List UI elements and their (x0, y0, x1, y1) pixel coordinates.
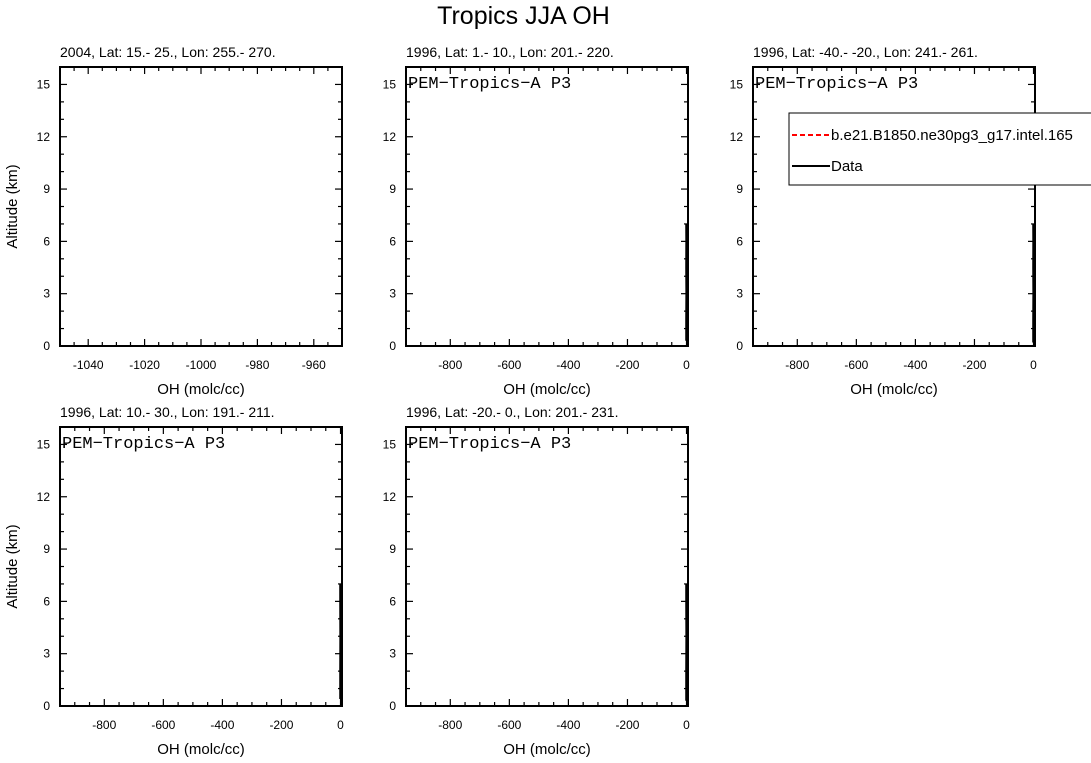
y-tick-label: 15 (37, 77, 51, 91)
y-tick-label: 0 (389, 339, 396, 353)
x-tick-label: -800 (438, 358, 462, 372)
x-axis-label: OH (molc/cc) (503, 741, 591, 758)
x-tick-label: 0 (337, 718, 344, 732)
campaign-annotation: PEM−Tropics−A P3 (408, 435, 571, 454)
panel-title: 1996, Lat: 1.- 10., Lon: 201.- 220. (406, 44, 614, 60)
y-tick-label: 0 (389, 699, 396, 713)
y-tick-label: 15 (730, 77, 744, 91)
x-tick-label: -200 (615, 718, 639, 732)
y-tick-label: 0 (43, 699, 50, 713)
y-tick-label: 6 (389, 234, 396, 248)
y-tick-label: 12 (383, 490, 397, 504)
y-tick-label: 12 (37, 490, 51, 504)
panel-1: 2004, Lat: 15.- 25., Lon: 255.- 270. 0 3 6 9… (4, 44, 343, 398)
legend-entry-label: Data (831, 158, 863, 175)
panel-title: 2004, Lat: 15.- 25., Lon: 255.- 270. (60, 44, 276, 60)
panel-title: 1996, Lat: -40.- -20., Lon: 241.- 261. (753, 44, 978, 60)
y-tick-label: 3 (43, 287, 50, 301)
panel-2: 1996, Lat: 1.- 10., Lon: 201.- 220. 0 3 6 9 1… (383, 44, 691, 398)
y-tick-label: 6 (736, 234, 743, 248)
x-tick-label: -600 (844, 358, 868, 372)
y-tick-label: 15 (383, 437, 397, 451)
x-tick-label: -200 (269, 718, 293, 732)
y-tick-label: 3 (389, 647, 396, 661)
x-tick-label: 0 (683, 358, 690, 372)
y-tick-label: 0 (736, 339, 743, 353)
x-axis-label: OH (molc/cc) (850, 381, 938, 398)
x-tick-label: -960 (302, 358, 326, 372)
y-tick-label: 9 (389, 182, 396, 196)
y-tick-label: 9 (736, 182, 743, 196)
figure-title: Tropics JJA OH (437, 2, 610, 30)
x-tick-label: -1040 (73, 358, 104, 372)
y-tick-label: 9 (43, 182, 50, 196)
x-tick-label: -800 (785, 358, 809, 372)
x-axis-label: OH (molc/cc) (157, 741, 245, 758)
campaign-annotation: PEM−Tropics−A P3 (755, 75, 918, 94)
x-axis-label: OH (molc/cc) (157, 381, 245, 398)
panel-title: 1996, Lat: -20.- 0., Lon: 201.- 231. (406, 404, 618, 420)
legend: b.e21.B1850.ne30pg3_g17.intel.165 Data (788, 112, 1091, 186)
x-tick-label: -980 (245, 358, 269, 372)
plot-frame (405, 66, 689, 347)
y-axis-label: Altitude (km) (4, 524, 21, 608)
campaign-annotation: PEM−Tropics−A P3 (408, 75, 571, 94)
x-tick-label: -800 (92, 718, 116, 732)
y-tick-label: 15 (383, 77, 397, 91)
campaign-annotation: PEM−Tropics−A P3 (62, 435, 225, 454)
x-tick-label: -400 (210, 718, 234, 732)
x-tick-label: -1020 (129, 358, 160, 372)
x-tick-label: -400 (556, 718, 580, 732)
panel-4: 1996, Lat: 10.- 30., Lon: 191.- 211. 0 3 6 9… (4, 404, 344, 758)
x-tick-label: 0 (683, 718, 690, 732)
y-tick-label: 9 (43, 542, 50, 556)
x-tick-label: -200 (962, 358, 986, 372)
y-tick-label: 6 (389, 594, 396, 608)
plot-frame (405, 426, 689, 707)
x-tick-label: -600 (497, 358, 521, 372)
y-tick-label: 3 (389, 287, 396, 301)
panel-title: 1996, Lat: 10.- 30., Lon: 191.- 211. (60, 404, 275, 420)
legend-entry-label: b.e21.B1850.ne30pg3_g17.intel.165 (831, 127, 1073, 144)
legend-box (788, 112, 1091, 186)
y-tick-label: 15 (37, 437, 51, 451)
x-tick-label: -400 (556, 358, 580, 372)
y-tick-label: 0 (43, 339, 50, 353)
panel-3: 1996, Lat: -40.- -20., Lon: 241.- 261. 0 3… (730, 44, 1091, 398)
panel-5: 1996, Lat: -20.- 0., Lon: 201.- 231. 0 3 6 9… (383, 404, 691, 758)
x-tick-label: 0 (1030, 358, 1037, 372)
plot-frame (59, 66, 343, 347)
x-tick-label: -800 (438, 718, 462, 732)
plot-frame (59, 426, 343, 707)
y-tick-label: 12 (730, 130, 744, 144)
x-axis-label: OH (molc/cc) (503, 381, 591, 398)
x-tick-label: -1000 (186, 358, 217, 372)
y-tick-label: 3 (43, 647, 50, 661)
x-tick-label: -200 (615, 358, 639, 372)
x-tick-label: -400 (903, 358, 927, 372)
x-tick-label: -600 (151, 718, 175, 732)
y-tick-label: 6 (43, 234, 50, 248)
y-tick-label: 9 (389, 542, 396, 556)
y-tick-label: 12 (37, 130, 51, 144)
y-axis-label: Altitude (km) (4, 164, 21, 248)
x-tick-label: -600 (497, 718, 521, 732)
y-tick-label: 3 (736, 287, 743, 301)
y-tick-label: 6 (43, 594, 50, 608)
plot-frame (752, 66, 1036, 347)
y-tick-label: 12 (383, 130, 397, 144)
